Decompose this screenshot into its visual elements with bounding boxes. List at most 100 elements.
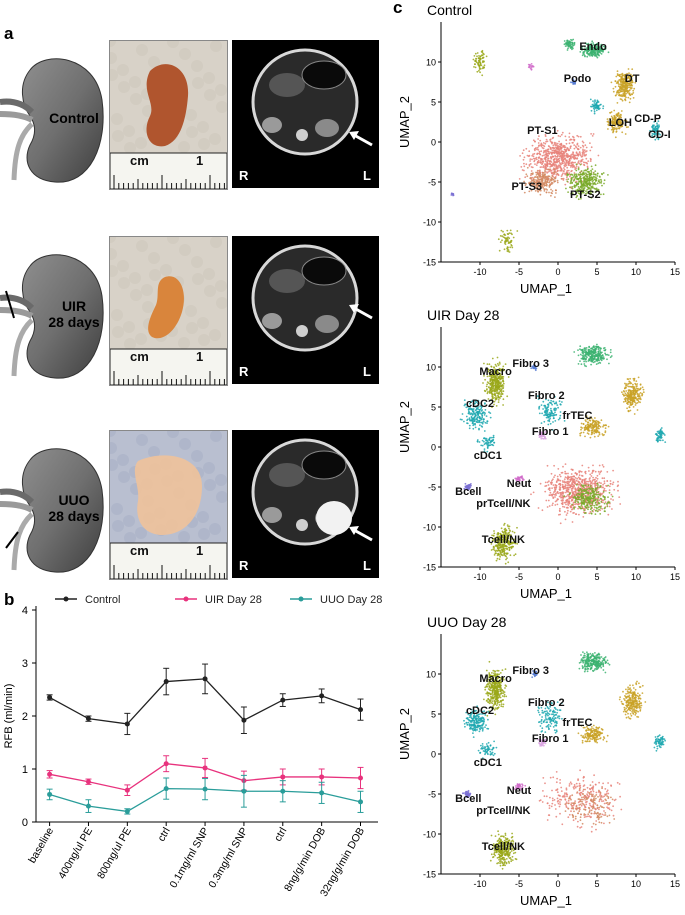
data-point <box>358 707 364 713</box>
data-point <box>47 694 53 700</box>
kidney-photo <box>109 40 228 190</box>
x-tick-label: baseline <box>26 825 56 865</box>
data-point <box>241 717 247 723</box>
cluster-label: Bcell <box>455 486 481 498</box>
panel-label-a: a <box>4 24 14 43</box>
umap-plot-uir: 10 5 0 -5 -10 -15 -10 -5 0 5 10 15 UMAP_1 UMAP_2 UIR D… <box>397 307 680 601</box>
kidney-diagram <box>0 58 104 183</box>
x-tick-label: 10 <box>631 572 641 582</box>
kidney-label-line1: Control <box>49 110 99 126</box>
cluster-label: prTcell/NK <box>476 805 530 817</box>
umap-title: UUO Day 28 <box>427 614 507 630</box>
umap-title: Control <box>427 2 472 18</box>
cluster-label: Fibro 2 <box>528 390 565 402</box>
data-point <box>319 774 325 780</box>
y-tick-label: 0 <box>431 750 436 760</box>
mri-right-marker: R <box>239 558 249 573</box>
legend-label: UIR Day 28 <box>205 594 262 606</box>
x-tick-label: 5 <box>594 879 599 889</box>
y-axis-label: UMAP_2 <box>397 401 412 453</box>
x-tick-label: 0 <box>555 572 560 582</box>
ruler-number: 1 <box>196 543 204 558</box>
kidney-diagram <box>0 448 104 573</box>
umap-title: UIR Day 28 <box>427 307 500 323</box>
cluster-label: frTEC <box>563 410 593 422</box>
legend-marker <box>183 596 189 602</box>
data-point <box>280 774 286 780</box>
cluster-label: Fibro 2 <box>528 697 565 709</box>
cluster-label: DT <box>625 73 640 85</box>
x-tick-label: ctrl <box>272 826 289 844</box>
cluster-label: cDC1 <box>474 450 502 462</box>
legend-label: Control <box>85 594 120 606</box>
umap-plot-uuo: 10 5 0 -5 -10 -15 -10 -5 0 5 10 15 UMAP_1 UMAP_2 UUO D… <box>397 614 680 908</box>
cluster-label: cDC1 <box>474 757 502 769</box>
x-tick-label: 400ng/ul PE <box>56 826 95 882</box>
cluster-label: CD-P <box>634 113 661 125</box>
y-tick-label: -10 <box>423 218 436 228</box>
mri-left-marker: L <box>363 364 371 379</box>
umap-points <box>462 651 666 870</box>
data-point <box>124 721 130 727</box>
x-tick-label: ctrl <box>155 826 172 844</box>
ruler-number: 1 <box>196 153 204 168</box>
cluster-label: Endo <box>579 41 607 53</box>
legend-label: UUO Day 28 <box>320 594 382 606</box>
kidney-label-line2: 28 days <box>48 314 100 330</box>
x-tick-label: 15 <box>670 267 680 277</box>
data-point <box>202 765 208 771</box>
cluster-label: Neut <box>507 478 532 490</box>
y-tick-label: -15 <box>423 258 436 268</box>
ruler-unit: cm <box>130 153 149 168</box>
cluster-label: PT-S2 <box>570 189 601 201</box>
x-tick-label: -10 <box>473 879 486 889</box>
x-axis-label: UMAP_1 <box>520 893 572 908</box>
data-point <box>85 779 91 785</box>
y-tick-label: 0 <box>431 138 436 148</box>
data-point <box>358 799 364 805</box>
x-tick-label: 0.3mg/ml SNP <box>206 826 250 891</box>
kidney-label: UUO 28 days <box>44 492 104 524</box>
y-tick-label: 1 <box>22 764 28 776</box>
x-tick-label: -10 <box>473 267 486 277</box>
y-tick-label: -15 <box>423 870 436 880</box>
data-point <box>85 803 91 809</box>
cluster-label: Podo <box>564 73 592 85</box>
legend-marker <box>63 596 69 602</box>
cluster-label: prTcell/NK <box>476 498 530 510</box>
y-tick-label: -5 <box>428 483 436 493</box>
data-point <box>163 786 169 792</box>
y-tick-label: 5 <box>431 710 436 720</box>
data-point <box>280 697 286 703</box>
y-axis-label: UMAP_2 <box>397 96 412 148</box>
y-tick-label: -5 <box>428 178 436 188</box>
cluster-label: Neut <box>507 785 532 797</box>
mri-left-marker: L <box>363 168 371 183</box>
x-axis-label: UMAP_1 <box>520 281 572 296</box>
mri-image <box>232 430 379 578</box>
x-tick-label: -5 <box>515 267 523 277</box>
x-tick-label: 5 <box>594 267 599 277</box>
data-point <box>124 787 130 793</box>
kidney-label-line1: UIR <box>61 298 87 314</box>
data-point <box>85 716 91 722</box>
y-tick-label: 0 <box>22 817 28 829</box>
y-tick-label: 5 <box>431 403 436 413</box>
rbf-line-chart: 0 1 2 3 4 RFB (ml/min) baseline 400ng/ul PE 800n… <box>3 594 382 899</box>
data-point <box>163 761 169 767</box>
cluster-label: Macro <box>479 673 512 685</box>
cluster-label: frTEC <box>563 717 593 729</box>
y-tick-label: 0 <box>431 443 436 453</box>
cluster-label: Tcell/NK <box>482 534 525 546</box>
kidney-label: Control <box>44 110 104 126</box>
x-tick-label: -5 <box>515 572 523 582</box>
umap-points <box>450 38 661 253</box>
y-tick-label: 4 <box>22 605 28 617</box>
panel-label-b: b <box>4 590 15 609</box>
ruler-unit: cm <box>130 543 149 558</box>
data-point <box>163 679 169 685</box>
x-tick-label: 5 <box>594 572 599 582</box>
cluster-label: Fibro 1 <box>532 426 569 438</box>
data-point <box>202 676 208 682</box>
y-tick-label: -10 <box>423 830 436 840</box>
